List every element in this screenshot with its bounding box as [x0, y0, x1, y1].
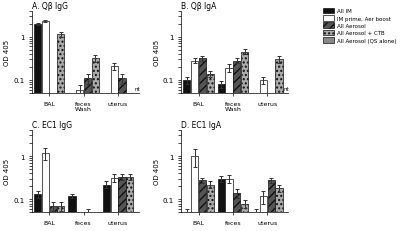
Bar	[68, 196, 76, 231]
Bar	[260, 81, 267, 231]
Bar	[268, 180, 275, 231]
Bar	[42, 154, 49, 231]
Bar	[57, 35, 64, 231]
Bar	[103, 185, 110, 231]
Bar	[50, 206, 57, 231]
Text: nt: nt	[284, 87, 289, 92]
Bar	[84, 213, 91, 231]
Bar	[260, 196, 267, 231]
Bar	[226, 179, 233, 231]
Bar	[241, 52, 248, 231]
Bar	[276, 60, 283, 231]
Bar	[118, 79, 126, 231]
Bar	[183, 213, 190, 231]
Y-axis label: OD 405: OD 405	[4, 40, 10, 66]
Bar	[110, 67, 118, 231]
Bar	[199, 180, 206, 231]
Bar	[218, 85, 225, 231]
Y-axis label: OD 405: OD 405	[4, 158, 10, 185]
Bar	[34, 195, 41, 231]
Bar	[191, 156, 198, 231]
Bar	[218, 179, 225, 231]
Bar	[42, 22, 49, 231]
Bar	[276, 188, 283, 231]
Bar	[34, 24, 41, 231]
Bar	[183, 81, 190, 231]
Bar	[110, 178, 118, 231]
Bar	[233, 193, 240, 231]
Text: nt: nt	[134, 87, 140, 92]
Y-axis label: OD 405: OD 405	[154, 158, 160, 185]
Bar	[252, 213, 259, 231]
Bar	[207, 185, 214, 231]
Text: A. Qβ IgG: A. Qβ IgG	[32, 2, 68, 11]
Y-axis label: OD 405: OD 405	[154, 40, 160, 66]
Text: D. EC1 IgA: D. EC1 IgA	[181, 121, 222, 130]
Text: C. EC1 IgG: C. EC1 IgG	[32, 121, 72, 130]
Bar	[233, 61, 240, 231]
Bar	[57, 206, 64, 231]
Bar	[84, 79, 91, 231]
Bar	[226, 69, 233, 231]
Bar	[118, 177, 126, 231]
Bar	[191, 61, 198, 231]
Text: B. Qβ IgA: B. Qβ IgA	[181, 2, 217, 11]
Bar	[241, 204, 248, 231]
Bar	[207, 74, 214, 231]
Legend: All IM, IM prime, Aer boost, All Aerosol, All Aerosol + CTB, All Aerosol (QS alo: All IM, IM prime, Aer boost, All Aerosol…	[322, 7, 397, 45]
Bar	[126, 177, 133, 231]
Bar	[199, 59, 206, 231]
Bar	[92, 59, 99, 231]
Bar	[76, 90, 83, 231]
